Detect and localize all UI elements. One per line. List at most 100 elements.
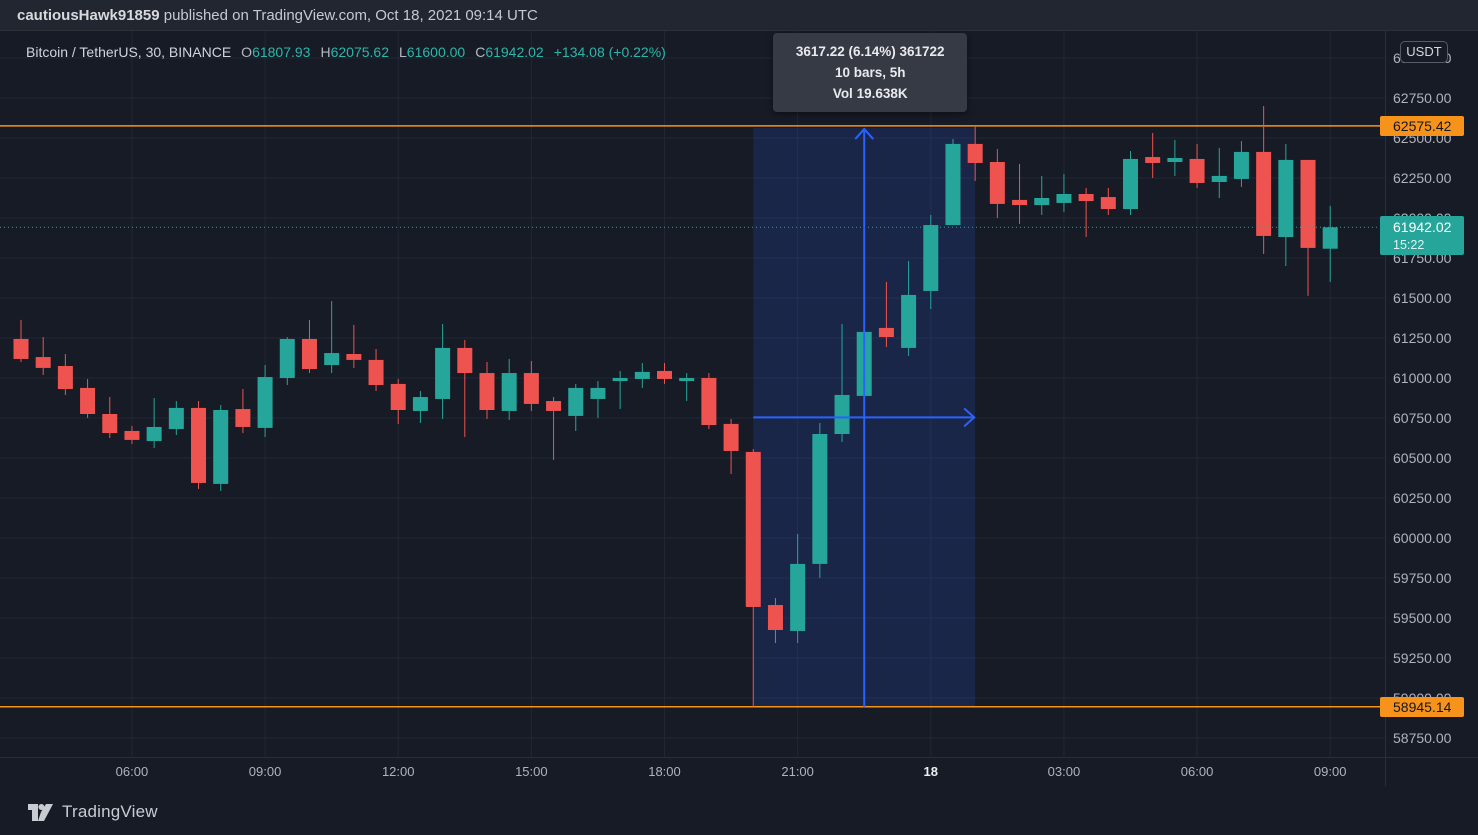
symbol-title: Bitcoin / TetherUS, 30, BINANCE — [26, 44, 232, 60]
price-tick-label: 62750.00 — [1393, 90, 1452, 106]
candle-body — [701, 378, 717, 426]
candle-body — [1233, 151, 1249, 179]
price-tick-label: 61500.00 — [1393, 290, 1452, 306]
candle-body — [80, 387, 96, 414]
candle-body — [945, 143, 961, 226]
price-tick-label: 60250.00 — [1393, 490, 1452, 506]
candle-body — [834, 394, 850, 434]
candle-body — [191, 407, 207, 483]
price-tick-label: 59500.00 — [1393, 610, 1452, 626]
candle-body — [146, 426, 162, 442]
candle-body — [457, 347, 473, 374]
candle-body — [767, 605, 783, 630]
candle-body — [213, 410, 229, 484]
candle-body — [57, 366, 73, 390]
candle-body — [301, 338, 317, 370]
close-value: 61942.02 — [485, 44, 544, 60]
candle-body — [35, 357, 51, 368]
candle-body — [390, 383, 406, 410]
last-price-value: 61942.02 — [1393, 219, 1452, 236]
open-label: O — [241, 44, 253, 60]
price-tick-label: 61250.00 — [1393, 330, 1452, 346]
price-tick-label: 61000.00 — [1393, 370, 1452, 386]
time-axis[interactable]: 06:00 09:00 12:00 15:00 18:00 21:00 18 03:00 06:… — [0, 757, 1478, 786]
price-tick-label: 59250.00 — [1393, 650, 1452, 666]
footer: TradingView — [28, 802, 158, 822]
time-tick-label: 21:00 — [781, 764, 814, 779]
measure-right-arrow-icon — [963, 407, 976, 428]
time-tick-label: 06:00 — [1180, 764, 1214, 779]
candle-body — [745, 451, 761, 607]
candle-body — [657, 370, 673, 379]
bar-countdown: 15:22 — [1393, 238, 1425, 253]
candle-body — [435, 347, 451, 399]
candle-body — [568, 387, 584, 416]
price-tick-label: 60000.00 — [1393, 530, 1452, 546]
candle-body — [1300, 159, 1316, 248]
candle-body — [324, 353, 340, 366]
candle-body — [546, 401, 562, 411]
candle-body — [1123, 158, 1138, 210]
price-tick-label: 60750.00 — [1393, 410, 1452, 426]
candle-body — [679, 378, 695, 382]
candle-body — [1056, 194, 1072, 203]
candle-body — [412, 397, 428, 411]
high-label: H — [320, 44, 331, 60]
candle-body — [1322, 227, 1338, 249]
time-tick-label: 03:00 — [1047, 764, 1081, 779]
price-axis[interactable]: 63000.0062750.0062500.0062250.0062000.00… — [1380, 31, 1478, 785]
price-tick-label: 59750.00 — [1393, 570, 1452, 586]
candle-body — [168, 407, 184, 430]
chart-canvas[interactable] — [0, 31, 1385, 757]
time-tick-label: 06:00 — [115, 764, 149, 779]
candle-body — [1078, 194, 1094, 202]
candle-body — [279, 338, 295, 378]
tradingview-brand-text: TradingView — [62, 802, 158, 821]
time-tick-label: 09:00 — [1313, 764, 1347, 779]
currency-toggle-button[interactable]: USDT — [1400, 41, 1448, 63]
open-value: 61807.93 — [252, 44, 311, 60]
time-tick-label: 12:00 — [381, 764, 415, 779]
lower-ray-price-label: 58945.14 — [1380, 696, 1464, 717]
candle-body — [1189, 158, 1205, 183]
tradingview-logo-icon — [28, 803, 53, 821]
candle-body — [612, 378, 628, 382]
close-label: C — [475, 44, 486, 60]
candle-body — [1167, 158, 1183, 162]
time-tick-label: 18:00 — [648, 764, 681, 779]
candle-body — [13, 338, 29, 359]
price-tick-label: 58750.00 — [1393, 730, 1452, 746]
last-price-label: 61942.02 15:22 — [1380, 216, 1464, 256]
username: cautiousHawk91859 — [17, 6, 160, 24]
candle-body — [1211, 175, 1227, 182]
candle-body — [501, 373, 517, 411]
candle-body — [923, 225, 939, 291]
candle-body — [346, 354, 362, 360]
candle-body — [1145, 157, 1161, 163]
candle-body — [812, 434, 828, 564]
low-value: 61600.00 — [406, 44, 466, 60]
time-tick-date-label: 18 — [923, 764, 939, 779]
candle-body — [124, 430, 140, 440]
candle-body — [1034, 198, 1050, 206]
change-value: +134.08 (+0.22%) — [553, 44, 666, 60]
low-label: L — [399, 44, 407, 60]
time-tick-label: 15:00 — [515, 764, 548, 779]
candle-body — [1256, 151, 1272, 236]
time-tick-label: 09:00 — [248, 764, 282, 779]
symbol-legend[interactable]: Bitcoin / TetherUS, 30, BINANCE O61807.93… — [26, 44, 666, 60]
candle-body — [523, 373, 539, 404]
candle-body — [878, 327, 894, 338]
candle-body — [723, 423, 739, 451]
measure-tooltip: 3617.22 (6.14%) 361722 10 bars, 5h Vol 1… — [773, 33, 968, 112]
candle-body — [1278, 159, 1294, 238]
high-value: 62075.62 — [330, 44, 389, 60]
top-bar: cautiousHawk91859 published on TradingVi… — [0, 0, 1478, 31]
measure-bar-count: 10 bars, 5h — [834, 65, 906, 80]
price-tick-label: 60500.00 — [1393, 450, 1452, 466]
candle-body — [235, 409, 251, 427]
candle-body — [989, 162, 1005, 204]
candle-body — [967, 143, 983, 163]
upper-ray-price-label: 62575.42 — [1380, 115, 1464, 136]
